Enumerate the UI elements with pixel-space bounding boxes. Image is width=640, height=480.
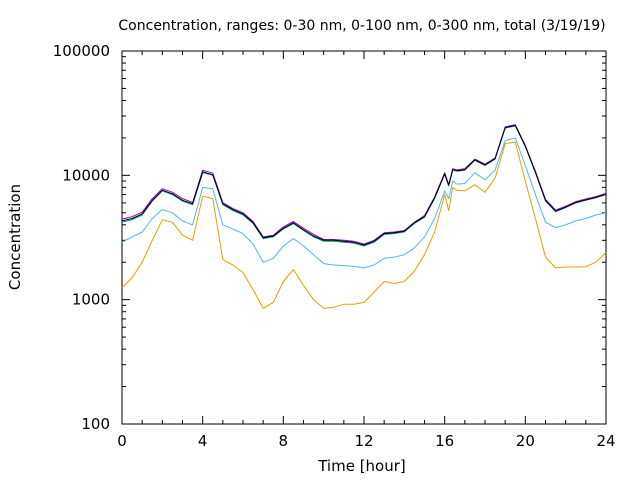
series-line-1 — [121, 141, 607, 309]
x-axis: 0 4 8 12 16 20 24 — [117, 51, 616, 450]
series-lines — [121, 124, 607, 309]
x-tick-label: 4 — [198, 432, 208, 450]
series-line-2 — [121, 137, 607, 269]
x-tick-label: 12 — [354, 432, 373, 450]
y-tick-label: 100 — [81, 415, 110, 433]
x-tick-label: 16 — [435, 432, 454, 450]
x-tick-label: 20 — [516, 432, 535, 450]
x-tick-label: 8 — [279, 432, 289, 450]
y-axis-label: Concentration — [6, 184, 24, 290]
y-tick-label: 1000 — [72, 291, 110, 309]
plot-frame — [121, 50, 607, 425]
series-line-4 — [121, 124, 607, 245]
y-tick-label: 10000 — [62, 166, 110, 184]
x-tick-label: 24 — [596, 432, 615, 450]
x-axis-label: Time [hour] — [317, 457, 406, 475]
series-line-3 — [121, 125, 607, 247]
chart-title: Concentration, ranges: 0-30 nm, 0-100 nm… — [118, 18, 605, 34]
y-axis: 100 1000 10000 100000 — [53, 42, 606, 433]
y-tick-label: 100000 — [53, 42, 110, 60]
x-tick-label: 0 — [117, 432, 127, 450]
series-line-5 — [121, 124, 607, 246]
